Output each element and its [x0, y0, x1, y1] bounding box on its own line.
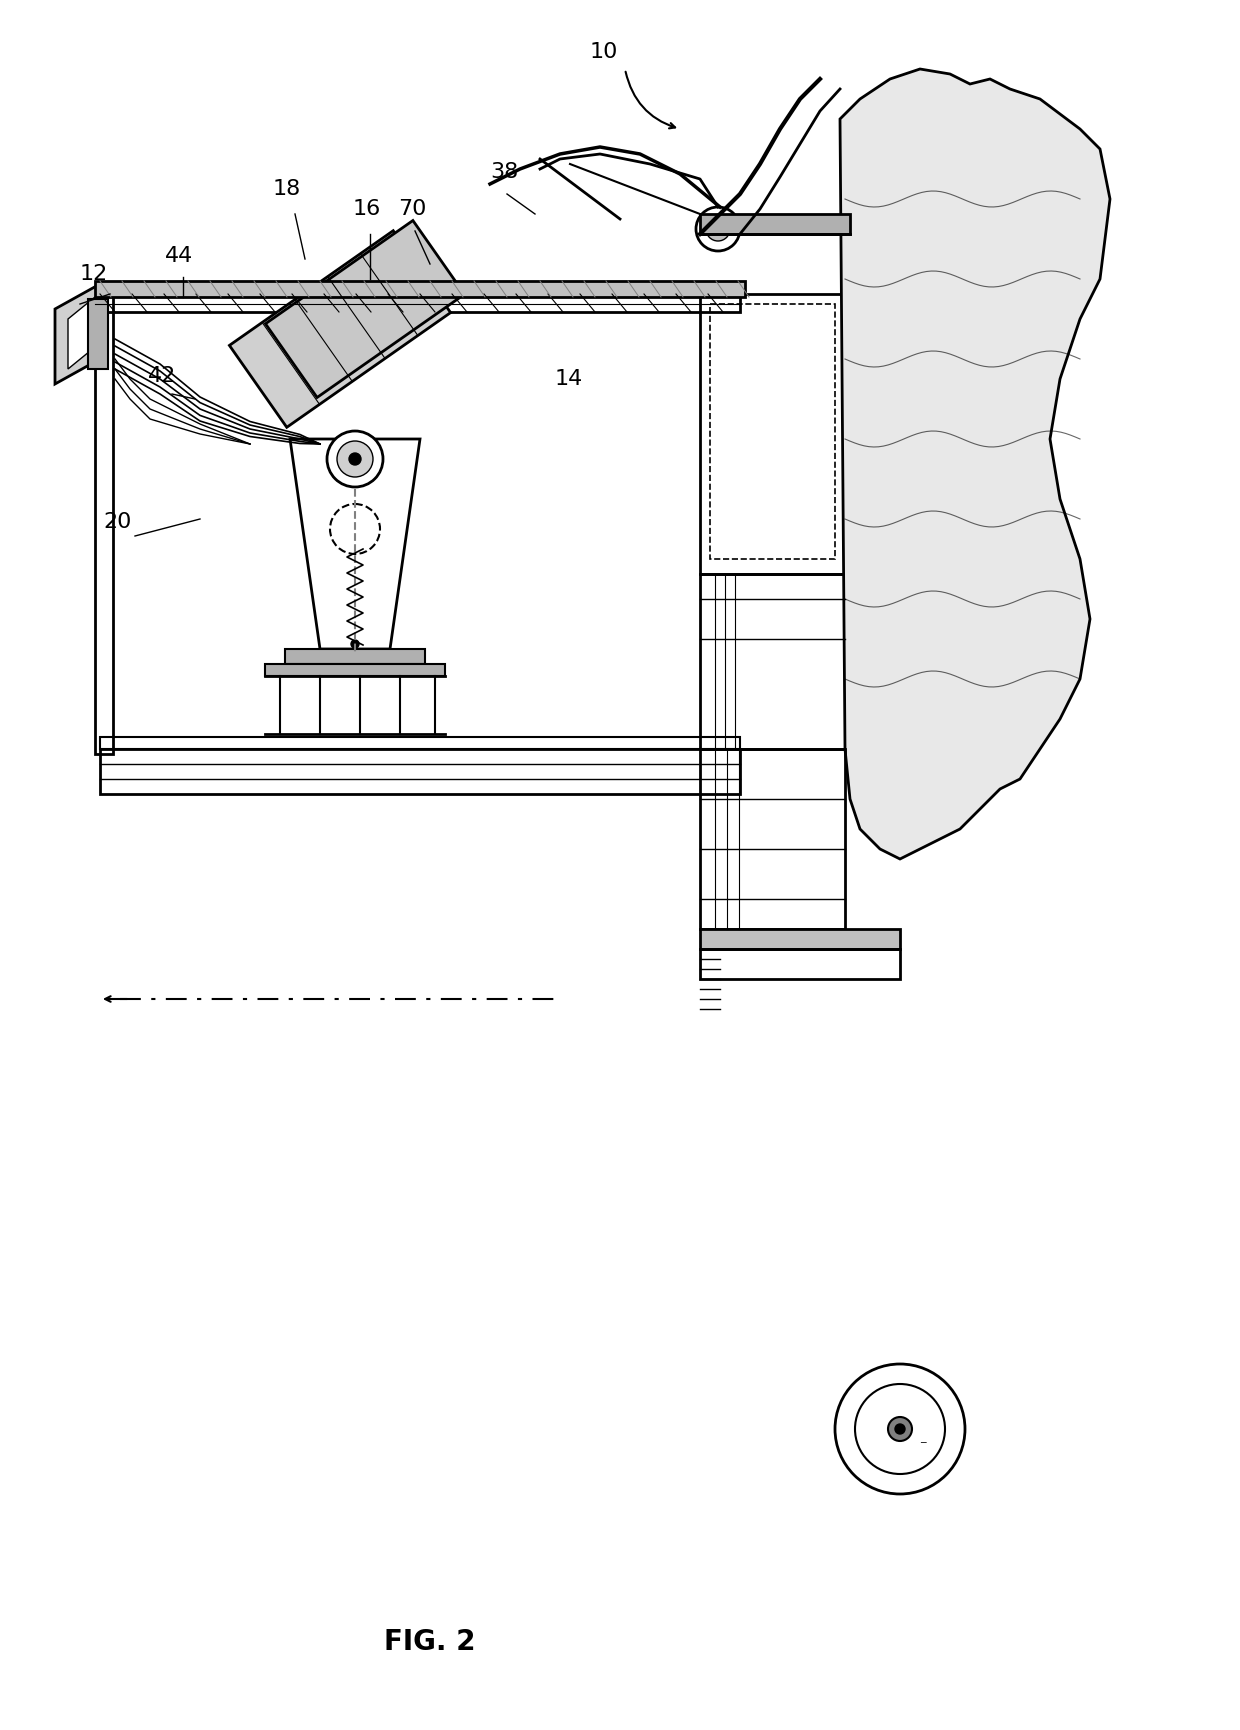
Text: 14: 14	[556, 368, 583, 389]
Bar	[95, 294, 113, 754]
Circle shape	[696, 208, 740, 253]
Polygon shape	[229, 232, 450, 427]
Bar	[711, 304, 835, 561]
Bar	[95, 294, 740, 313]
Circle shape	[706, 218, 730, 242]
Bar	[100, 737, 740, 749]
Text: 10: 10	[590, 42, 619, 62]
Text: 38: 38	[490, 163, 518, 182]
Polygon shape	[68, 298, 95, 370]
Text: 12: 12	[81, 265, 108, 284]
Polygon shape	[839, 69, 1110, 860]
Polygon shape	[265, 221, 465, 398]
Text: 70: 70	[398, 199, 427, 220]
Bar	[100, 749, 740, 794]
Text: 42: 42	[148, 365, 176, 386]
Circle shape	[888, 1417, 911, 1441]
Bar	[285, 650, 425, 664]
Text: 18: 18	[273, 178, 301, 199]
Text: FIG. 2: FIG. 2	[384, 1626, 476, 1656]
Text: 20: 20	[103, 512, 131, 531]
Bar	[701, 950, 900, 979]
Bar	[265, 664, 445, 676]
Bar	[701, 749, 844, 929]
Circle shape	[835, 1365, 965, 1495]
Bar	[95, 282, 745, 298]
Text: 16: 16	[353, 199, 381, 220]
Circle shape	[351, 640, 360, 649]
Circle shape	[337, 441, 373, 477]
Text: 44: 44	[165, 246, 193, 266]
Circle shape	[327, 432, 383, 488]
Bar	[88, 299, 108, 370]
Circle shape	[713, 225, 723, 235]
Bar	[701, 929, 900, 950]
Circle shape	[348, 453, 361, 465]
Polygon shape	[290, 439, 420, 650]
Bar	[701, 294, 844, 574]
Circle shape	[856, 1384, 945, 1474]
Circle shape	[895, 1424, 905, 1434]
Bar	[701, 215, 849, 235]
Bar	[701, 574, 844, 749]
Polygon shape	[55, 285, 100, 384]
Text: _: _	[920, 1432, 925, 1443]
Circle shape	[330, 505, 379, 555]
